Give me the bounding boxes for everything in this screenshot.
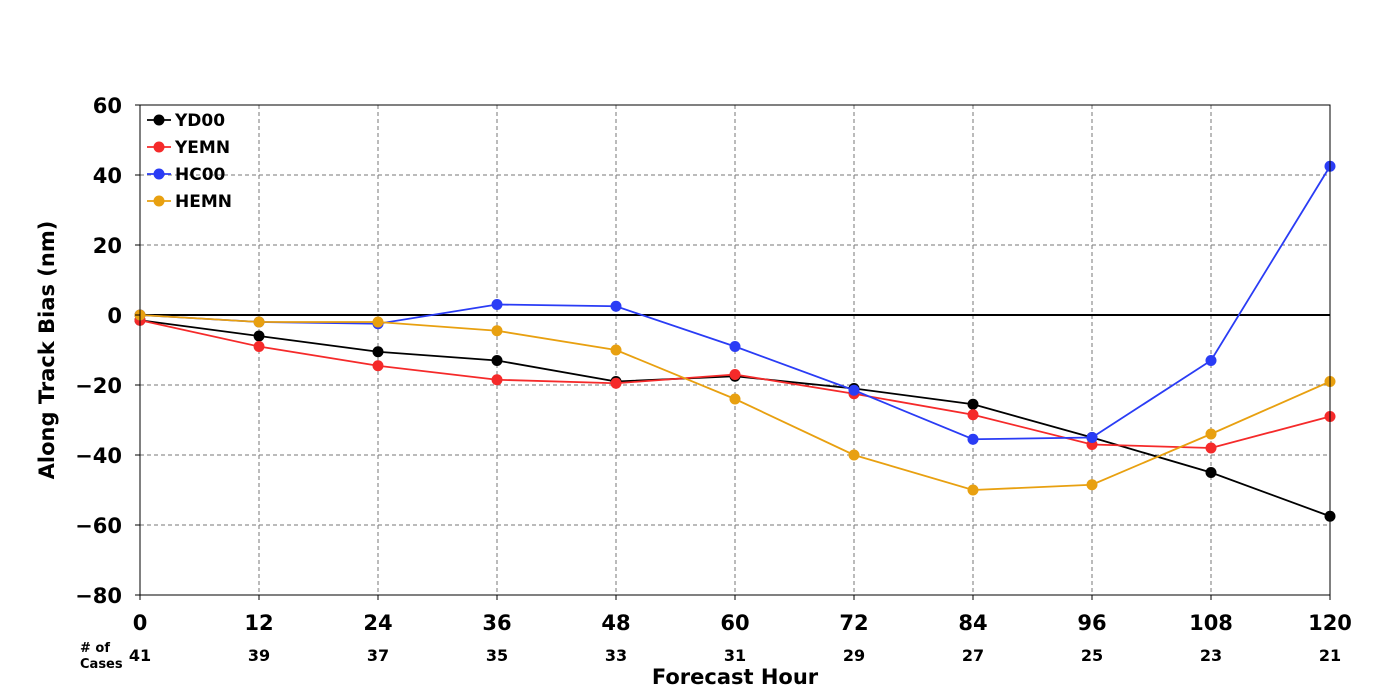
- case-count: 29: [843, 646, 865, 665]
- legend-item-yd00: YD00: [147, 111, 225, 131]
- x-tick-label: 0: [133, 611, 148, 635]
- data-point: [1205, 442, 1217, 454]
- y-tick-label: 60: [93, 94, 122, 118]
- legend-marker: [153, 195, 165, 207]
- y-tick-label: −20: [75, 374, 122, 398]
- x-tick-label: 96: [1077, 611, 1106, 635]
- case-count: 39: [248, 646, 270, 665]
- legend-item-yemn: YEMN: [147, 138, 230, 158]
- x-axis-ticks: 0 12 24 36 48 60 72 84 96 108 120: [133, 595, 1352, 635]
- legend-marker: [153, 168, 165, 180]
- y-tick-label: −60: [75, 514, 122, 538]
- data-series: [134, 160, 1336, 522]
- y-tick-label: −40: [75, 444, 122, 468]
- legend-marker: [153, 114, 165, 126]
- series-yemn: [134, 314, 1336, 454]
- data-point: [729, 341, 741, 352]
- data-point: [253, 316, 265, 328]
- data-point: [253, 330, 265, 342]
- y-axis-label: Along Track Bias (nm): [35, 221, 59, 480]
- data-point: [372, 316, 384, 328]
- legend-label: YD00: [174, 111, 225, 131]
- x-tick-label: 84: [958, 611, 987, 635]
- y-tick-label: 20: [93, 234, 122, 258]
- legend: YD00 YEMN HC00 HEMN: [147, 111, 232, 212]
- x-axis-label: Forecast Hour: [652, 665, 819, 689]
- data-point: [1205, 467, 1217, 478]
- data-point: [610, 377, 622, 389]
- case-count: 27: [962, 646, 984, 665]
- data-point: [610, 300, 622, 312]
- data-point: [848, 449, 860, 461]
- x-tick-label: 12: [244, 611, 273, 635]
- x-tick-label: 48: [601, 611, 630, 635]
- cases-label-line1: # of: [80, 641, 110, 656]
- y-tick-label: −80: [75, 584, 122, 608]
- legend-item-hemn: HEMN: [147, 192, 232, 212]
- case-count: 25: [1081, 646, 1103, 665]
- case-count: 35: [486, 646, 508, 665]
- case-count: 33: [605, 646, 627, 665]
- x-tick-label: 36: [482, 611, 511, 635]
- data-point: [610, 344, 622, 356]
- data-point: [372, 360, 384, 372]
- data-point: [1086, 432, 1098, 443]
- x-tick-label: 108: [1189, 611, 1233, 635]
- y-axis-ticks: 60 40 20 0 −20 −40 −60 −80: [75, 94, 140, 608]
- data-point: [491, 355, 503, 366]
- data-point: [967, 398, 979, 410]
- case-counts-row: # of Cases 41 39 37 35 33 31 29 27 25 23 21: [80, 641, 1341, 672]
- x-tick-label: 72: [839, 611, 868, 635]
- data-point: [967, 409, 979, 421]
- data-point: [1086, 479, 1098, 491]
- x-tick-label: 60: [720, 611, 749, 635]
- legend-label: YEMN: [174, 138, 230, 158]
- x-tick-label: 120: [1308, 611, 1352, 635]
- data-point: [729, 393, 741, 405]
- data-point: [1205, 355, 1217, 366]
- data-point: [967, 433, 979, 445]
- legend-label: HC00: [175, 165, 226, 185]
- y-tick-label: 0: [107, 304, 122, 328]
- case-count: 41: [129, 646, 151, 665]
- legend-label: HEMN: [175, 192, 232, 212]
- data-point: [1205, 428, 1217, 440]
- y-tick-label: 40: [93, 164, 122, 188]
- case-count: 23: [1200, 646, 1222, 665]
- x-tick-label: 24: [363, 611, 392, 635]
- legend-marker: [153, 141, 165, 153]
- legend-item-hc00: HC00: [147, 165, 226, 185]
- case-count: 21: [1319, 646, 1341, 665]
- cases-label-line2: Cases: [80, 657, 123, 672]
- data-point: [253, 341, 265, 352]
- case-count: 31: [724, 646, 746, 665]
- data-point: [372, 346, 384, 358]
- data-point: [967, 484, 979, 496]
- data-point: [491, 325, 503, 337]
- data-point: [729, 369, 741, 380]
- data-point: [491, 374, 503, 386]
- data-point: [491, 299, 503, 310]
- case-count: 37: [367, 646, 389, 665]
- data-point: [848, 384, 860, 396]
